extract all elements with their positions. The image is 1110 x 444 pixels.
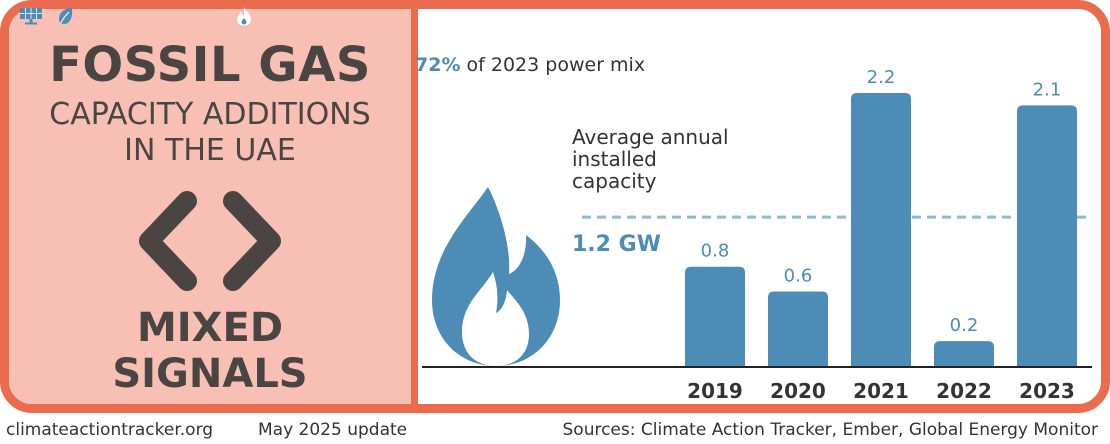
data-label-2019: 0.8 [701,241,730,262]
leaf-icon [59,8,73,24]
chevrons-icon [139,191,281,291]
footer-date: May 2025 update [258,420,408,440]
x-tick-2021: 2021 [853,379,909,403]
data-label-2020: 0.6 [784,266,813,287]
data-label-2022: 0.2 [950,315,979,336]
x-tick-2019: 2019 [687,379,743,403]
panel-subtitle-line1: CAPACITY ADDITIONS [49,97,371,132]
average-value: 1.2 GW [572,232,661,257]
bar-2022 [934,341,994,366]
gas-share-percent: 72% [415,54,461,76]
panel-divider [411,9,418,404]
x-tick-2022: 2022 [936,379,992,403]
signal-line2: SIGNALS [112,351,308,397]
footer-sources: Sources: Climate Action Tracker, Ember, … [562,420,1099,440]
x-tick-2023: 2023 [1019,379,1075,403]
bar-2019 [685,266,745,366]
power-mix-label: 72% of 2023 power mix [415,54,645,76]
bar-2021 [851,93,911,366]
infographic-frame: FOSSIL GAS CAPACITY ADDITIONS IN THE UAE… [0,0,1110,413]
average-label: Average annual installed capacity [572,125,729,193]
panel-title: FOSSIL GAS [49,37,371,93]
footer-website: climateactiontracker.org [6,420,214,440]
solar-panel-icon [20,8,42,25]
signal-line1: MIXED [136,305,284,351]
flame-icon [237,7,251,26]
power-mix-text: of 2023 power mix [466,54,646,76]
bar-2020 [768,291,828,366]
panel-subtitle-line2: IN THE UAE [124,133,296,168]
bar-2023 [1017,105,1077,366]
data-label-2021: 2.2 [867,67,896,88]
x-tick-2020: 2020 [770,379,826,403]
gas-flame-icon [432,187,560,366]
left-panel: FOSSIL GAS CAPACITY ADDITIONS IN THE UAE… [9,9,411,404]
data-label-2023: 2.1 [1033,79,1062,100]
